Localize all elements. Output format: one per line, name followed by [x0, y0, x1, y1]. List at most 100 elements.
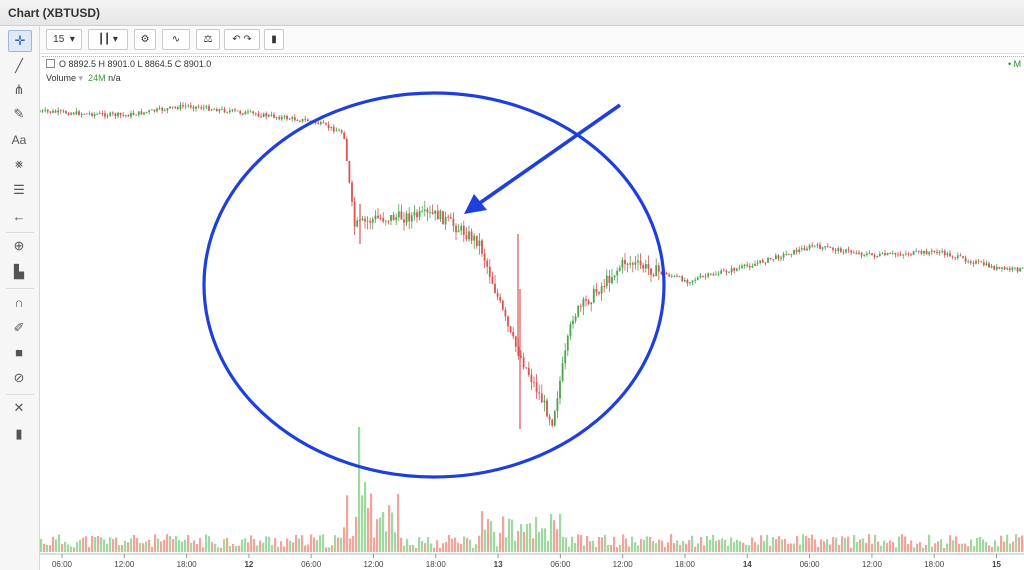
volume-bar	[328, 547, 331, 552]
candle-body	[676, 275, 678, 277]
candle-body	[975, 261, 977, 264]
candle-body	[920, 251, 923, 254]
candle-body	[613, 275, 616, 278]
lock-drawings-icon[interactable]: ✐	[13, 320, 25, 335]
compare-scales-icon[interactable]: ⚖	[196, 29, 220, 50]
volume-bar	[499, 532, 502, 552]
candle-body	[122, 114, 125, 116]
volume-bar	[121, 544, 124, 552]
settings-gear-icon[interactable]: ⚙	[134, 29, 156, 50]
candle-body	[457, 230, 460, 233]
candle-body	[769, 257, 772, 260]
volume-bar	[553, 520, 556, 552]
volume-bar	[757, 544, 760, 552]
volume-bar	[817, 547, 820, 552]
candle-body	[543, 400, 546, 403]
trash-icon[interactable]: ▮	[15, 426, 23, 441]
ohlc-legend: O 8892.5 H 8901.0 L 8864.5 C 8901.0	[46, 59, 211, 69]
volume-bar	[157, 538, 160, 552]
magnet-icon[interactable]: ∩	[14, 294, 24, 310]
candle-body	[754, 263, 756, 266]
volume-bar	[742, 542, 745, 552]
volume-bar	[724, 539, 727, 552]
candle-body	[897, 254, 899, 256]
candlestick-icon[interactable]: ┃┃ ▾	[88, 29, 128, 50]
volume-bar	[808, 537, 811, 552]
crosshair-icon[interactable]: ✛	[8, 30, 32, 52]
candle-body	[41, 110, 44, 112]
candle-body	[301, 118, 304, 122]
volume-bar	[787, 543, 790, 552]
undo-icon[interactable]: ↶	[232, 34, 241, 45]
volume-bar	[574, 543, 577, 552]
candle-body	[286, 116, 288, 120]
remove-tools-icon[interactable]: ✕	[13, 400, 25, 415]
candle-body	[668, 274, 671, 277]
candle-body	[249, 111, 252, 113]
volume-bar	[91, 535, 94, 552]
candle-body	[626, 264, 629, 265]
candle-body	[421, 210, 424, 212]
candle-body	[548, 416, 551, 420]
candle-body	[845, 249, 847, 253]
pitchfork-icon[interactable]: ⋔	[13, 82, 25, 97]
candle-body	[176, 107, 179, 109]
pattern-icon[interactable]: ⨳	[14, 156, 24, 171]
candle-body	[915, 251, 918, 252]
candle-body	[930, 250, 933, 253]
minimize-icon[interactable]	[46, 59, 55, 68]
volume-bar	[184, 539, 187, 552]
candle-body	[722, 270, 725, 272]
hide-icon[interactable]: ⊘	[13, 370, 25, 385]
lock-icon[interactable]: ■	[15, 344, 23, 360]
volume-bar	[766, 534, 769, 552]
volume-bar	[637, 545, 640, 552]
volume-bar	[73, 547, 76, 552]
candle-body	[865, 253, 868, 256]
volume-bar	[646, 536, 649, 552]
text-icon[interactable]: Aa	[11, 133, 27, 147]
candle-body	[270, 114, 273, 116]
indicators-icon[interactable]: ∿	[162, 29, 190, 50]
candle-body	[62, 110, 65, 112]
volume-bar	[556, 529, 559, 552]
candle-body	[291, 117, 294, 119]
candle-body	[1016, 267, 1019, 272]
volume-bar	[76, 541, 79, 552]
interval-select[interactable]: 15 ▾	[46, 29, 82, 50]
candle-body	[894, 253, 897, 255]
volume-bar	[151, 546, 154, 552]
volume-bar	[331, 545, 334, 552]
volume-bar	[1015, 534, 1018, 552]
candle-body	[46, 109, 49, 112]
chart-toolbar: 15 ▾ ┃┃ ▾ ⚙ ∿ ⚖ ↶ ↷ ▮	[40, 26, 1024, 54]
candle-body	[106, 115, 109, 117]
price-chart[interactable]: 06:00 12:00 18:00 12 06:00 12:00 18:00 13 06:00 1…	[40, 54, 1024, 570]
bar-chart-icon[interactable]: ▮	[264, 29, 284, 50]
volume-value: 24M	[88, 73, 106, 83]
candle-body	[208, 106, 210, 111]
candle-body	[455, 225, 457, 233]
volume-bar	[448, 535, 451, 552]
volume-bar	[220, 547, 223, 552]
candle-body	[881, 253, 884, 254]
fib-icon[interactable]: ☰	[13, 182, 25, 197]
candle-body	[85, 113, 88, 115]
trend-line-icon[interactable]: ╱	[15, 58, 23, 73]
volume-bar	[391, 512, 394, 552]
candle-body	[847, 249, 850, 251]
volume-bar	[502, 516, 505, 552]
candle-body	[962, 256, 964, 258]
zoom-icon[interactable]: ⊕	[13, 238, 25, 253]
volume-bar	[868, 534, 871, 552]
volume-bar	[916, 543, 919, 552]
arrow-icon[interactable]: ←	[12, 208, 26, 224]
candle-body	[657, 265, 660, 272]
measure-icon[interactable]: ▙	[14, 264, 24, 279]
candle-body	[582, 299, 585, 307]
candle-body	[444, 216, 447, 225]
brush-icon[interactable]: ✎	[13, 106, 25, 121]
volume-bar	[289, 540, 292, 552]
redo-icon[interactable]: ↷	[243, 34, 252, 45]
volume-bar	[313, 537, 316, 552]
